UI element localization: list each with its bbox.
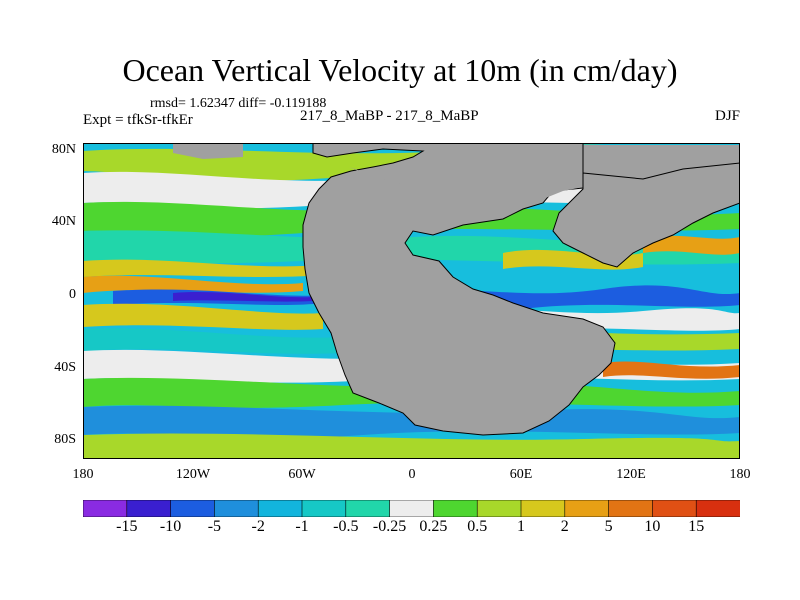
colorbar-swatch [257, 499, 303, 518]
colorbar-swatch [214, 499, 259, 518]
colorbar-label: 5 [604, 518, 613, 535]
colorbar-swatch [476, 499, 522, 518]
colorbar-swatch [652, 499, 698, 518]
colorbar-swatch [608, 499, 654, 518]
colorbar-label: -15 [116, 518, 138, 535]
lon-tick-60w: 60W [288, 467, 316, 482]
colorbar-label: -1 [295, 518, 309, 535]
season-label: DJF [714, 108, 740, 124]
colorbar-swatch [695, 499, 741, 518]
colorbar [82, 499, 741, 518]
colorbar-swatch [564, 499, 610, 518]
colorbar-swatch [345, 499, 391, 518]
lon-tick-180-right: 180 [729, 467, 751, 482]
colorbar-swatch [433, 499, 478, 518]
colorbar-swatch [82, 499, 128, 518]
lat-tick-40n: 40N [51, 214, 76, 229]
colorbar-swatches [82, 499, 741, 518]
lon-tick-60e: 60E [509, 467, 533, 482]
lon-tick-120w: 120W [175, 467, 211, 482]
land [83, 143, 740, 436]
colorbar-label: 0.25 [419, 518, 448, 535]
colorbar-swatch [170, 499, 216, 518]
map-panel [83, 143, 740, 459]
colorbar-swatch [126, 499, 172, 518]
lat-tick-80s: 80S [54, 432, 76, 447]
experiment-label: Expt = tfkSr-tfkEr [83, 112, 193, 128]
lat-tick-40s: 40S [54, 360, 76, 375]
stats-text: rmsd= 1.62347 diff= -0.119188 [150, 96, 327, 111]
colorbar-label: 15 [688, 518, 705, 535]
run-label: 217_8_MaBP - 217_8_MaBP [300, 108, 479, 124]
lat-tick-0: 0 [69, 287, 76, 302]
colorbar-label: -10 [159, 518, 182, 535]
colorbar-label: 1 [517, 518, 525, 535]
lon-tick-120e: 120E [616, 467, 646, 482]
lon-tick-180-left: 180 [72, 467, 94, 482]
colorbar-label: 10 [644, 518, 661, 535]
colorbar-swatch [520, 499, 566, 518]
colorbar-label: -5 [207, 518, 222, 535]
colorbar-label: -0.5 [333, 518, 359, 535]
colorbar-label: -2 [251, 518, 265, 535]
colorbar-label: 2 [560, 518, 569, 535]
ocean-velocity-map [83, 143, 740, 459]
lat-tick-80n: 80N [51, 142, 76, 157]
map-title: Ocean Vertical Velocity at 10m (in cm/da… [122, 52, 678, 88]
colorbar-label: -0.25 [372, 518, 407, 535]
lon-tick-0: 0 [408, 467, 416, 482]
colorbar-swatch [301, 499, 347, 518]
colorbar-label: 0.5 [467, 518, 488, 535]
colorbar-swatch [389, 499, 435, 518]
